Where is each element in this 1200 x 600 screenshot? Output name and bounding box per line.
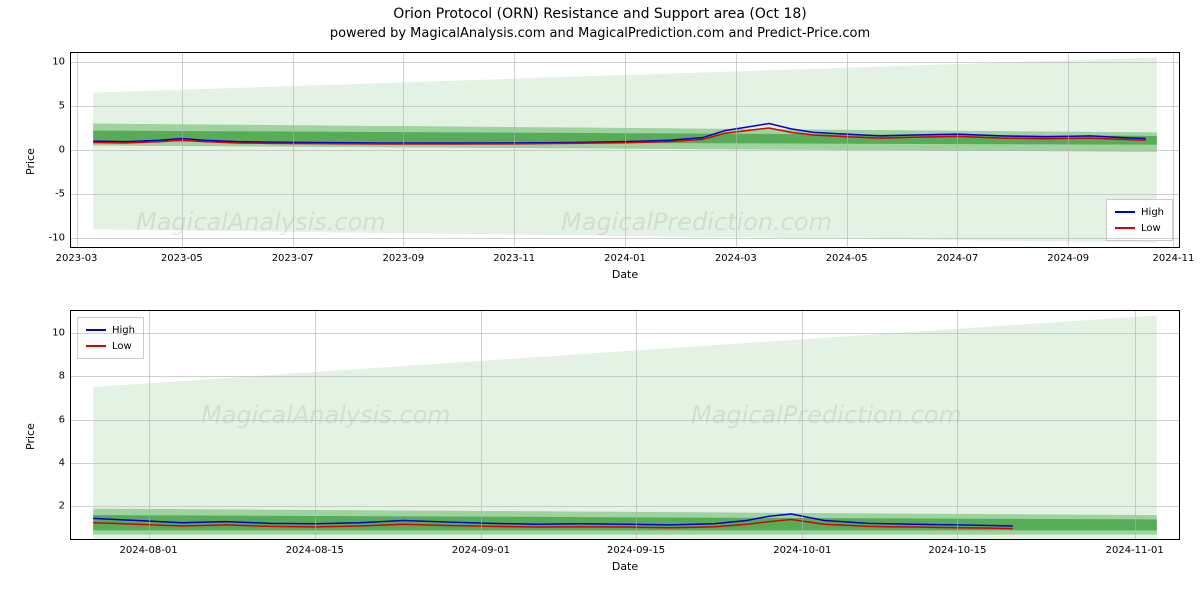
ytick-label: 8 (59, 371, 65, 382)
xtick-label: 2023-03 (56, 253, 98, 264)
figure: Orion Protocol (ORN) Resistance and Supp… (0, 0, 1200, 600)
xtick-label: 2024-09-01 (452, 545, 510, 556)
bottom-chart-svg (71, 311, 1179, 539)
ytick-label: 2 (59, 501, 65, 512)
legend-swatch-low (86, 345, 106, 347)
ytick-label: 10 (52, 56, 65, 67)
top-xlabel: Date (70, 268, 1180, 281)
xtick-label: 2023-09 (382, 253, 424, 264)
ytick-label: 10 (52, 327, 65, 338)
xtick-label: 2024-10-15 (928, 545, 986, 556)
xtick-label: 2024-01 (604, 253, 646, 264)
ytick-label: 0 (59, 145, 65, 156)
xtick-label: 2024-07 (936, 253, 978, 264)
ytick-label: 6 (59, 414, 65, 425)
xtick-label: 2024-03 (715, 253, 757, 264)
legend-swatch-high (1115, 211, 1135, 213)
ytick-label: 5 (59, 100, 65, 111)
xtick-label: 2024-08-01 (119, 545, 177, 556)
legend-swatch-high (86, 329, 106, 331)
xtick-label: 2024-11-01 (1106, 545, 1164, 556)
ytick-label: -5 (55, 189, 65, 200)
legend-item-high: High (1115, 204, 1164, 220)
legend: High Low (77, 317, 144, 359)
xtick-label: 2024-10-01 (773, 545, 831, 556)
legend-item-high: High (86, 322, 135, 338)
xtick-label: 2024-11 (1153, 253, 1195, 264)
xtick-label: 2024-09-15 (607, 545, 665, 556)
legend: High Low (1106, 199, 1173, 241)
legend-item-low: Low (86, 338, 135, 354)
legend-label-low: Low (112, 341, 132, 352)
bottom-ylabel: Price (24, 423, 37, 450)
legend-label-low: Low (1141, 223, 1161, 234)
xtick-label: 2023-11 (493, 253, 535, 264)
chart-title: Orion Protocol (ORN) Resistance and Supp… (0, 6, 1200, 22)
ytick-label: 4 (59, 458, 65, 469)
bottom-chart-panel: MagicalAnalysis.com MagicalPrediction.co… (70, 310, 1180, 540)
legend-swatch-low (1115, 227, 1135, 229)
legend-item-low: Low (1115, 220, 1164, 236)
xtick-label: 2023-05 (161, 253, 203, 264)
xtick-label: 2023-07 (272, 253, 314, 264)
xtick-label: 2024-05 (826, 253, 868, 264)
legend-label-high: High (1141, 207, 1164, 218)
xtick-label: 2024-08-15 (286, 545, 344, 556)
ytick-label: -10 (49, 233, 65, 244)
xtick-label: 2024-09 (1047, 253, 1089, 264)
top-ylabel: Price (24, 148, 37, 175)
bottom-xlabel: Date (70, 560, 1180, 573)
legend-label-high: High (112, 325, 135, 336)
chart-subtitle: powered by MagicalAnalysis.com and Magic… (0, 26, 1200, 41)
top-chart-panel: MagicalAnalysis.com MagicalPrediction.co… (70, 52, 1180, 248)
